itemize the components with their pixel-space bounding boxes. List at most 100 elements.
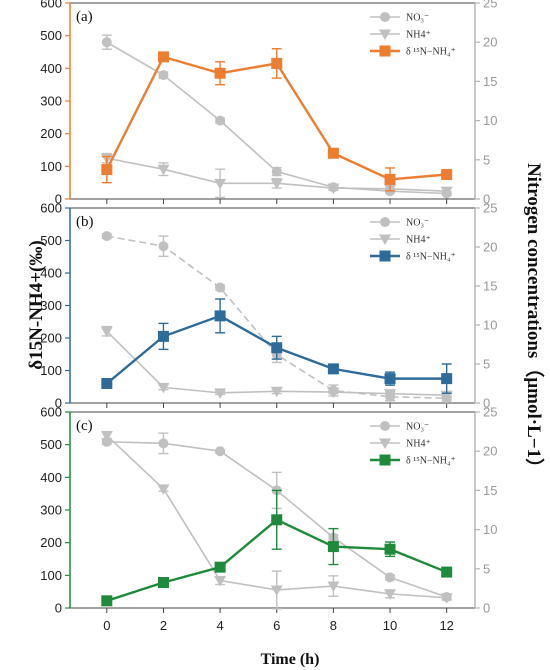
left-tick-label: 500 bbox=[40, 28, 62, 43]
left-tick-label: 600 bbox=[40, 0, 62, 11]
right-tick-label: 15 bbox=[483, 279, 497, 294]
data-point bbox=[384, 173, 396, 185]
data-point bbox=[327, 183, 340, 195]
right-tick-label: 0 bbox=[483, 601, 490, 616]
legend-entry: NO₃⁻ bbox=[370, 421, 429, 433]
legend-marker bbox=[379, 438, 391, 449]
x-tick-label: 8 bbox=[330, 618, 337, 633]
x-tick-label: 12 bbox=[439, 618, 453, 633]
data-point bbox=[157, 382, 170, 394]
right-tick-label: 25 bbox=[483, 201, 497, 216]
left-tick-label: 400 bbox=[40, 470, 62, 485]
legend-entry: NO₃⁻ bbox=[370, 217, 429, 229]
left-tick-label: 500 bbox=[40, 233, 62, 248]
data-point bbox=[384, 543, 396, 555]
y-axis-title-right: Nitrogen concentrations（μmol·L−1） bbox=[523, 163, 546, 477]
data-point bbox=[100, 326, 113, 338]
legend-label: NH4⁺ bbox=[406, 30, 431, 41]
legend-marker bbox=[380, 421, 390, 431]
data-point bbox=[157, 484, 170, 495]
data-point bbox=[441, 566, 453, 578]
panel-b: 0 100 200 300 400 500 600 0 5 10 15 20 25 (b) NO₃⁻ NH4⁺… bbox=[40, 201, 497, 411]
legend-marker bbox=[379, 29, 391, 40]
data-point bbox=[157, 164, 170, 176]
data-point bbox=[441, 169, 453, 180]
data-point bbox=[215, 115, 226, 126]
data-point bbox=[327, 387, 340, 399]
data-point bbox=[384, 589, 397, 600]
legend-entry: NH4⁺ bbox=[370, 438, 431, 450]
legend-entry: δ ¹⁵N−NH₄⁺ bbox=[370, 250, 456, 263]
legend-label: δ ¹⁵N−NH₄⁺ bbox=[406, 47, 456, 58]
x-tick-label: 10 bbox=[383, 618, 397, 633]
data-point bbox=[327, 363, 339, 375]
data-point bbox=[384, 389, 397, 400]
data-point bbox=[215, 282, 226, 293]
data-point bbox=[440, 186, 453, 198]
x-axis-title: Time (h) bbox=[261, 651, 320, 668]
right-tick-label: 20 bbox=[483, 444, 497, 459]
left-tick-label: 0 bbox=[55, 396, 62, 411]
left-tick-label: 200 bbox=[40, 126, 62, 141]
left-tick-label: 400 bbox=[40, 266, 62, 281]
legend-entry: NH4⁺ bbox=[370, 29, 431, 41]
data-point bbox=[327, 147, 339, 159]
right-tick-label: 15 bbox=[483, 74, 497, 89]
series-nh4 bbox=[100, 325, 453, 402]
left-tick-label: 100 bbox=[40, 363, 62, 378]
right-tick-label: 5 bbox=[483, 561, 490, 576]
left-tick-label: 300 bbox=[40, 94, 62, 109]
panel-label: (b) bbox=[76, 214, 94, 230]
right-tick-label: 5 bbox=[483, 152, 490, 167]
data-point bbox=[215, 446, 226, 457]
series-delta15n bbox=[101, 489, 453, 607]
data-point bbox=[271, 57, 283, 69]
left-tick-label: 100 bbox=[40, 159, 62, 174]
right-tick-label: 5 bbox=[483, 357, 490, 372]
data-point bbox=[327, 541, 339, 553]
right-tick-label: 15 bbox=[483, 483, 497, 498]
right-tick-label: 0 bbox=[483, 192, 490, 207]
data-point bbox=[101, 164, 113, 176]
legend-entry: δ ¹⁵N−NH₄⁺ bbox=[370, 45, 456, 58]
left-tick-label: 400 bbox=[40, 61, 62, 76]
left-tick-label: 600 bbox=[40, 201, 62, 216]
series-delta15n bbox=[101, 48, 453, 192]
right-tick-label: 25 bbox=[483, 0, 497, 11]
data-point bbox=[214, 178, 227, 190]
left-tick-label: 300 bbox=[40, 503, 62, 518]
right-tick-label: 10 bbox=[483, 522, 497, 537]
legend-marker bbox=[379, 234, 391, 245]
x-tick-label: 2 bbox=[160, 618, 167, 633]
data-point bbox=[101, 37, 112, 48]
data-point bbox=[214, 310, 226, 322]
legend-marker bbox=[379, 454, 391, 466]
left-tick-label: 0 bbox=[55, 192, 62, 207]
data-point bbox=[270, 386, 283, 398]
data-point bbox=[158, 241, 169, 252]
left-tick-label: 100 bbox=[40, 568, 62, 583]
data-point bbox=[385, 572, 396, 583]
legend-label: NO₃⁻ bbox=[406, 218, 429, 229]
data-point bbox=[271, 166, 282, 177]
data-point bbox=[441, 373, 453, 385]
legend-label: NH4⁺ bbox=[406, 439, 431, 450]
left-tick-label: 0 bbox=[55, 601, 62, 616]
panel-a: 0 100 200 300 400 500 600 0 5 10 15 20 25 (a) NO₃⁻ NH4⁺… bbox=[40, 0, 497, 207]
data-point bbox=[270, 585, 283, 596]
legend-entry: NH4⁺ bbox=[370, 234, 431, 246]
data-point bbox=[214, 561, 226, 573]
x-tick-label: 6 bbox=[273, 618, 280, 633]
legend-label: NH4⁺ bbox=[406, 235, 431, 246]
series-nh4 bbox=[100, 431, 453, 610]
legend-label: δ ¹⁵N−NH₄⁺ bbox=[406, 252, 456, 263]
data-point bbox=[101, 378, 113, 389]
data-point bbox=[101, 231, 112, 242]
left-tick-label: 300 bbox=[40, 298, 62, 313]
data-point bbox=[100, 431, 113, 442]
left-tick-label: 500 bbox=[40, 437, 62, 452]
right-tick-label: 10 bbox=[483, 318, 497, 333]
legend-marker bbox=[379, 45, 391, 57]
legend-marker bbox=[380, 12, 390, 22]
